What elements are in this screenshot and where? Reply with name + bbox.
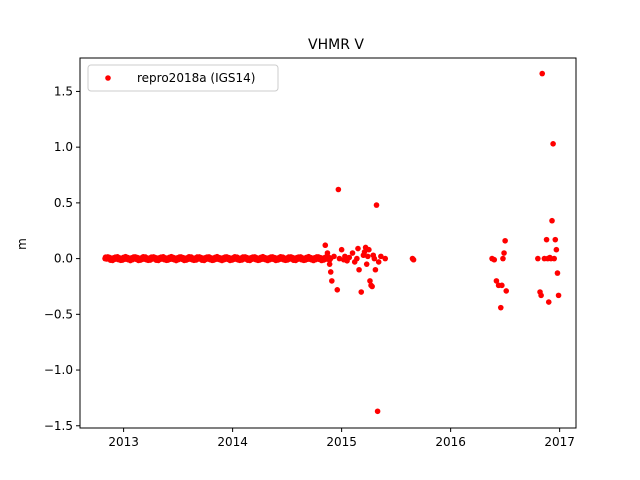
data-point [364,253,371,260]
y-tick-label: 1.5 [54,84,73,98]
data-point [554,270,561,276]
y-tick-label: 0.5 [54,196,73,210]
data-point [371,255,378,262]
data-point [497,304,504,311]
data-point [336,255,343,262]
data-point [545,299,552,305]
data-point [346,254,353,261]
data-point [361,249,368,255]
data-point [500,255,506,262]
data-point [549,217,555,224]
data-point [334,287,341,293]
data-point [322,242,329,249]
chart-title: VHMR V [308,37,364,53]
data-point [349,250,356,256]
data-point [335,186,342,193]
x-tick-label: 2014 [217,435,248,449]
legend-marker [105,75,111,81]
data-point [538,292,544,299]
data-point [367,278,373,284]
y-tick-label: −0.5 [44,307,73,321]
x-tick-label: 2013 [108,435,139,449]
data-point [373,202,380,208]
data-point [358,289,365,295]
data-point [410,256,417,263]
x-tick-label: 2016 [435,435,466,449]
data-point [382,255,389,262]
data-point [535,255,541,262]
data-point [329,278,335,284]
data-point [355,245,361,252]
data-point [331,253,337,260]
data-point [326,261,333,267]
data-point [338,246,345,253]
data-point [552,236,559,243]
data-point [324,250,331,256]
x-tick-label: 2017 [544,435,575,449]
legend: repro2018a (IGS14) [87,64,279,92]
data-point [372,266,379,273]
y-axis-label: m [15,238,29,250]
data-point [501,250,507,256]
data-point [327,269,334,275]
data-point [375,259,382,265]
data-point [503,288,510,294]
data-point [555,292,562,299]
data-point [342,253,348,260]
data-point [539,70,546,77]
axis-ticks: 2013 2014 2015 2016 2017 −1.5 −1.0 −0.5 0.0 0.5 1.… [44,84,575,449]
data-point [374,408,381,415]
axes-frame [79,57,577,429]
legend-box [87,64,279,92]
data-point [378,253,384,260]
data-point [499,282,505,289]
data-point [354,255,360,262]
data-point [366,246,372,253]
x-tick-label: 2015 [326,435,357,449]
data-point [502,237,508,244]
data-point [493,278,500,284]
data-point [363,261,370,267]
y-tick-label: −1.5 [44,419,73,433]
legend-label: repro2018a (IGS14) [137,71,255,85]
y-tick-label: −1.0 [44,363,73,377]
data-point [550,141,556,147]
data-point [491,256,498,263]
data-point [551,255,557,262]
data-points [102,70,562,415]
y-tick-label: 1.0 [54,140,73,154]
data-point [553,246,560,253]
data-point [356,266,362,273]
data-point [543,236,550,243]
data-point [369,283,375,290]
y-tick-label: 0.0 [54,252,73,266]
